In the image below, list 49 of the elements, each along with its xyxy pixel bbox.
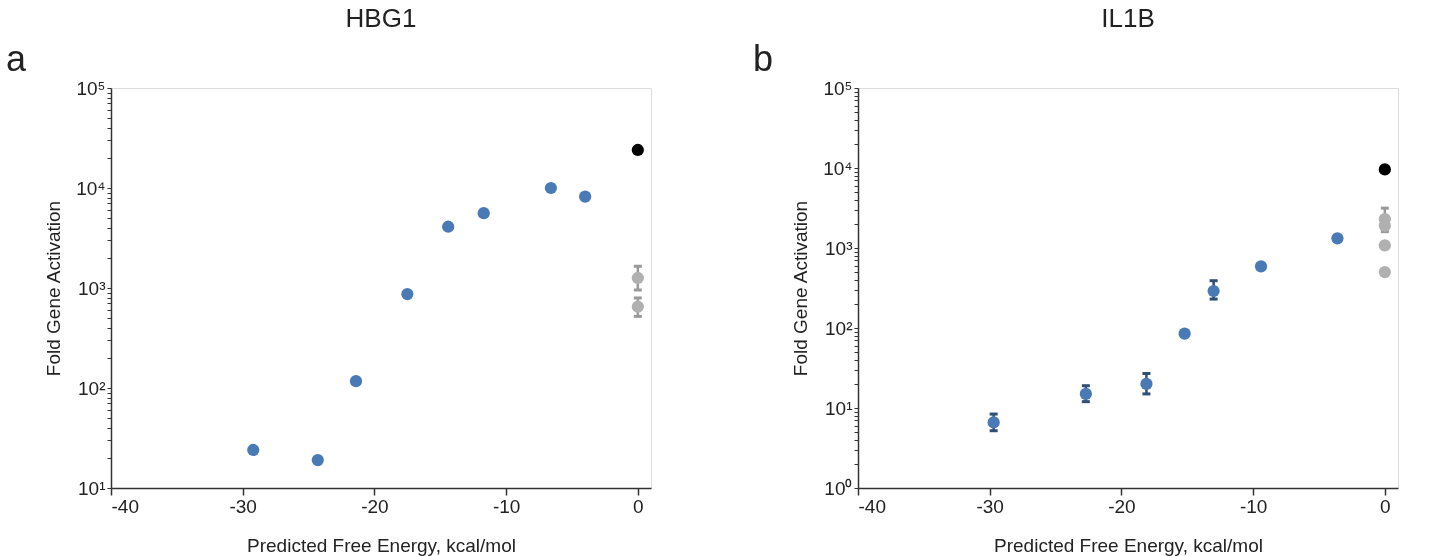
point (631, 300, 644, 313)
y-tick-label: 10³ (78, 277, 106, 299)
point (442, 220, 455, 233)
x-axis-title: Predicted Free Energy, kcal/mol (994, 534, 1263, 556)
y-tick-label: 10¹ (78, 477, 106, 499)
y-tick-label: 10² (825, 317, 853, 339)
point (987, 416, 1000, 429)
y-tick-label: 10¹ (825, 397, 853, 419)
point (1178, 327, 1191, 340)
point (401, 287, 414, 301)
y-tick-label: 10³ (825, 237, 853, 259)
text: a (6, 38, 27, 79)
y-tick-label: 10⁴ (76, 177, 106, 199)
point (544, 181, 558, 195)
point (631, 271, 644, 285)
point (631, 143, 644, 157)
x-tick-label: -10 (1239, 495, 1268, 517)
text: b (753, 38, 774, 79)
point (311, 454, 324, 467)
point (247, 443, 260, 457)
point (1140, 377, 1153, 391)
chart-title: HBG1 (345, 3, 417, 33)
point (1378, 163, 1391, 176)
x-tick-label: 0 (1380, 495, 1391, 517)
x-tick-label: -10 (492, 495, 521, 517)
x-tick-label: -40 (111, 495, 139, 517)
x-tick-label: 0 (633, 495, 644, 517)
point (1207, 284, 1220, 298)
point (477, 207, 490, 220)
y-tick-label: 10⁵ (76, 77, 106, 99)
chart-title: IL1B (1101, 3, 1155, 33)
point (1378, 239, 1391, 252)
x-axis-title: Predicted Free Energy, kcal/mol (247, 534, 516, 556)
y-tick-label: 10⁴ (823, 157, 853, 179)
point (1331, 232, 1344, 245)
point (579, 190, 592, 203)
x-tick-label: -30 (976, 495, 1004, 517)
x-tick-label: -20 (1108, 495, 1136, 517)
y-tick-label: 10⁵ (823, 77, 853, 99)
y-tick-label: 10⁰ (824, 477, 853, 499)
point (1378, 265, 1391, 279)
x-tick-label: -20 (361, 495, 389, 517)
y-tick-label: 10² (78, 377, 106, 399)
y-axis-title: Fold Gene Activation (43, 200, 65, 377)
point (349, 375, 363, 388)
x-tick-label: -30 (229, 495, 257, 517)
x-tick-label: -40 (858, 495, 886, 517)
y-axis-title: Fold Gene Activation (790, 200, 812, 377)
point (1254, 260, 1268, 273)
